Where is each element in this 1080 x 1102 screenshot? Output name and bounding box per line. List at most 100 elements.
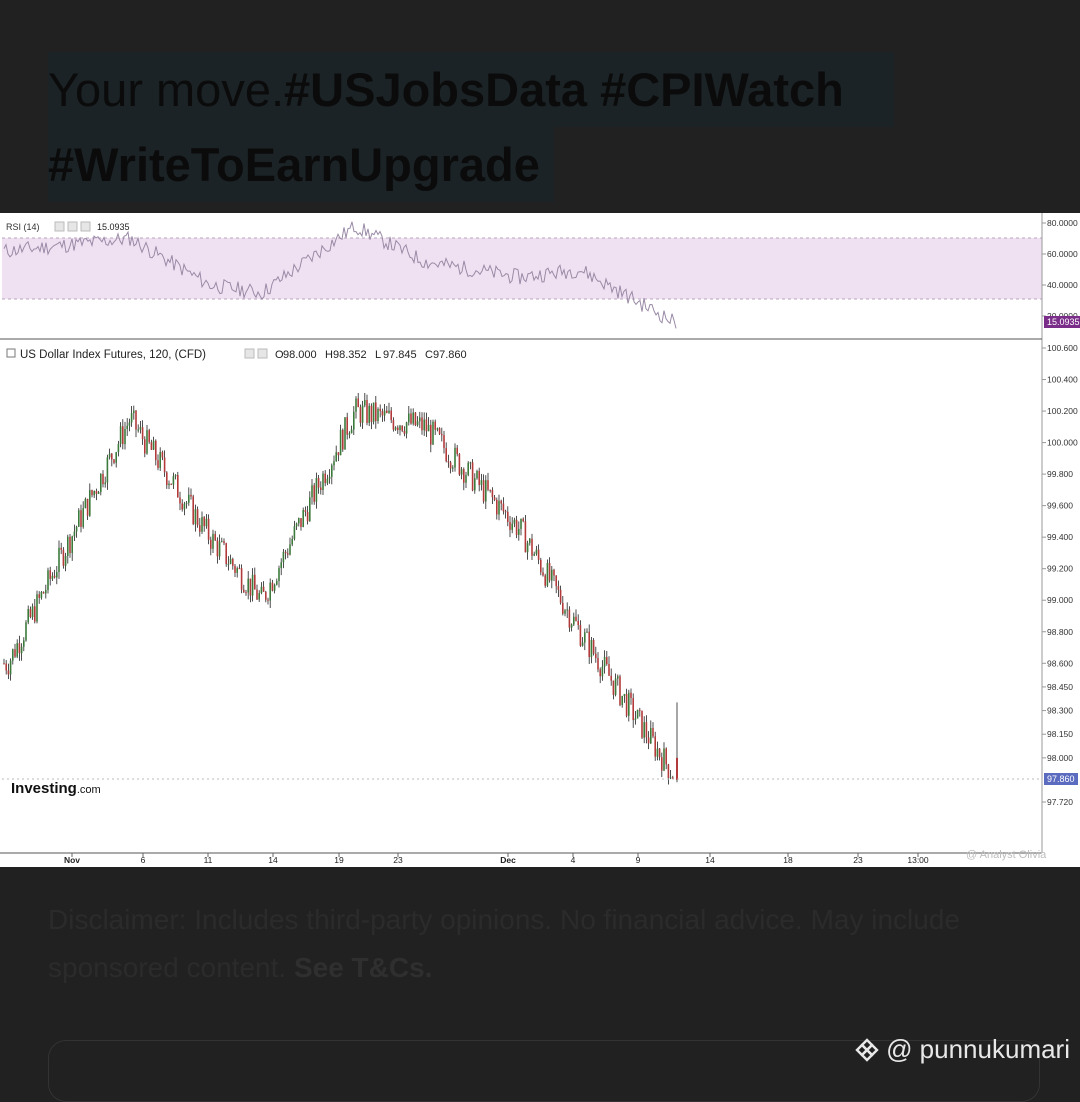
ohlc-value: 97.845 bbox=[383, 349, 417, 361]
hashtags-line-1[interactable]: #USJobsData #CPIWatch bbox=[284, 63, 844, 116]
candle-body bbox=[75, 526, 78, 532]
candle-body bbox=[485, 480, 487, 502]
candle-body bbox=[313, 485, 315, 502]
candle-body bbox=[647, 737, 650, 744]
candle-body bbox=[108, 453, 111, 458]
rsi-badge-bg bbox=[1044, 316, 1080, 328]
candle-body bbox=[133, 410, 135, 414]
rsi-tick-label: 40.0000 bbox=[1047, 280, 1078, 290]
candles bbox=[3, 392, 678, 785]
candle-body bbox=[515, 519, 518, 535]
candle-body bbox=[311, 485, 313, 498]
candle-body bbox=[346, 417, 348, 435]
candle-body bbox=[524, 521, 527, 553]
candle-body bbox=[148, 430, 150, 443]
candle-body bbox=[122, 426, 124, 445]
creator-handle[interactable]: @ punnukumari bbox=[886, 1034, 1070, 1064]
candle-body bbox=[251, 574, 254, 596]
candle-body bbox=[45, 590, 47, 594]
chart-svg: RSI (14) 15.0935 80.000060.000040.000020… bbox=[0, 213, 1080, 865]
candle-body bbox=[254, 574, 256, 590]
candle-body bbox=[614, 678, 617, 695]
candle-body bbox=[460, 469, 463, 475]
ohlc-key: C bbox=[425, 349, 433, 361]
time-tick-label: 14 bbox=[705, 855, 715, 865]
price-tick-label: 98.000 bbox=[1047, 753, 1073, 763]
rsi-settings-icons[interactable] bbox=[54, 221, 91, 232]
candle-body bbox=[214, 533, 216, 541]
candle-body bbox=[126, 425, 128, 429]
ohlc-value: 98.000 bbox=[283, 349, 317, 361]
candle-body bbox=[289, 544, 291, 555]
creator-credit[interactable]: @ punnukumari bbox=[854, 1034, 1070, 1065]
candle-body bbox=[496, 499, 498, 515]
terms-link[interactable]: See T&Cs. bbox=[293, 952, 433, 983]
rsi-tick-label: 80.0000 bbox=[1047, 218, 1078, 228]
candle-body bbox=[38, 594, 40, 598]
candle-body bbox=[458, 454, 461, 475]
candle-body bbox=[449, 462, 452, 469]
price-tick-label: 98.150 bbox=[1047, 729, 1073, 739]
candle-body bbox=[223, 541, 225, 544]
candle-body bbox=[432, 421, 434, 445]
candle-body bbox=[535, 549, 538, 554]
candle-body bbox=[40, 592, 43, 598]
time-tick-label: 18 bbox=[783, 855, 793, 865]
candle-body bbox=[370, 405, 373, 422]
candle-body bbox=[238, 568, 241, 570]
candle-body bbox=[542, 572, 544, 576]
candle-body bbox=[119, 426, 122, 444]
candle-body bbox=[416, 421, 419, 426]
candle-body bbox=[610, 675, 612, 681]
candle-body bbox=[315, 478, 318, 502]
candle-body bbox=[240, 568, 243, 590]
candle-body bbox=[434, 421, 436, 430]
gear-icon[interactable] bbox=[67, 221, 78, 232]
chart-image: RSI (14) 15.0935 80.000060.000040.000020… bbox=[0, 213, 1080, 867]
hashtags-line-2[interactable]: #WriteToEarnUpgrade bbox=[48, 138, 540, 191]
candle-body bbox=[562, 602, 564, 614]
candle-body bbox=[236, 568, 238, 573]
candle-body bbox=[51, 575, 54, 579]
price-tick-label: 99.800 bbox=[1047, 469, 1073, 479]
candle-body bbox=[309, 497, 311, 522]
time-tick-label: 13:00 bbox=[907, 855, 929, 865]
candle-body bbox=[533, 553, 535, 556]
last-candle-body bbox=[676, 757, 678, 780]
candle-body bbox=[256, 589, 258, 600]
eye-icon[interactable] bbox=[54, 221, 65, 232]
candle-body bbox=[335, 452, 337, 462]
candle-body bbox=[498, 500, 500, 515]
candle-body bbox=[306, 512, 309, 522]
rsi-value: 15.0935 bbox=[97, 222, 130, 232]
candle-body bbox=[3, 663, 5, 665]
candle-body bbox=[364, 399, 366, 406]
candle-body bbox=[117, 443, 120, 453]
candle-body bbox=[355, 398, 357, 412]
time-tick-label: Nov bbox=[64, 855, 80, 865]
candle-body bbox=[447, 461, 450, 463]
rsi-tick-label: 60.0000 bbox=[1047, 249, 1078, 259]
close-icon[interactable] bbox=[80, 221, 91, 232]
candle-body bbox=[372, 402, 375, 422]
gear-icon[interactable] bbox=[257, 348, 268, 359]
candle-body bbox=[163, 457, 166, 473]
ohlc-value: 97.860 bbox=[433, 349, 467, 361]
post-headline: Your move.#USJobsData #CPIWatch #WriteTo… bbox=[48, 52, 908, 202]
eye-icon[interactable] bbox=[244, 348, 255, 359]
candle-body bbox=[493, 497, 496, 500]
candle-body bbox=[284, 551, 287, 554]
candle-body bbox=[300, 518, 302, 528]
candle-body bbox=[322, 473, 324, 490]
candle-body bbox=[218, 541, 221, 557]
candle-body bbox=[491, 489, 494, 498]
candle-body bbox=[639, 709, 641, 711]
candle-body bbox=[502, 503, 505, 512]
candle-body bbox=[97, 492, 100, 494]
candle-body bbox=[287, 553, 289, 555]
candle-body bbox=[331, 465, 333, 477]
candle-body bbox=[291, 538, 293, 545]
collapse-icon[interactable] bbox=[6, 348, 16, 358]
candle-body bbox=[357, 398, 359, 408]
candle-body bbox=[229, 558, 232, 564]
